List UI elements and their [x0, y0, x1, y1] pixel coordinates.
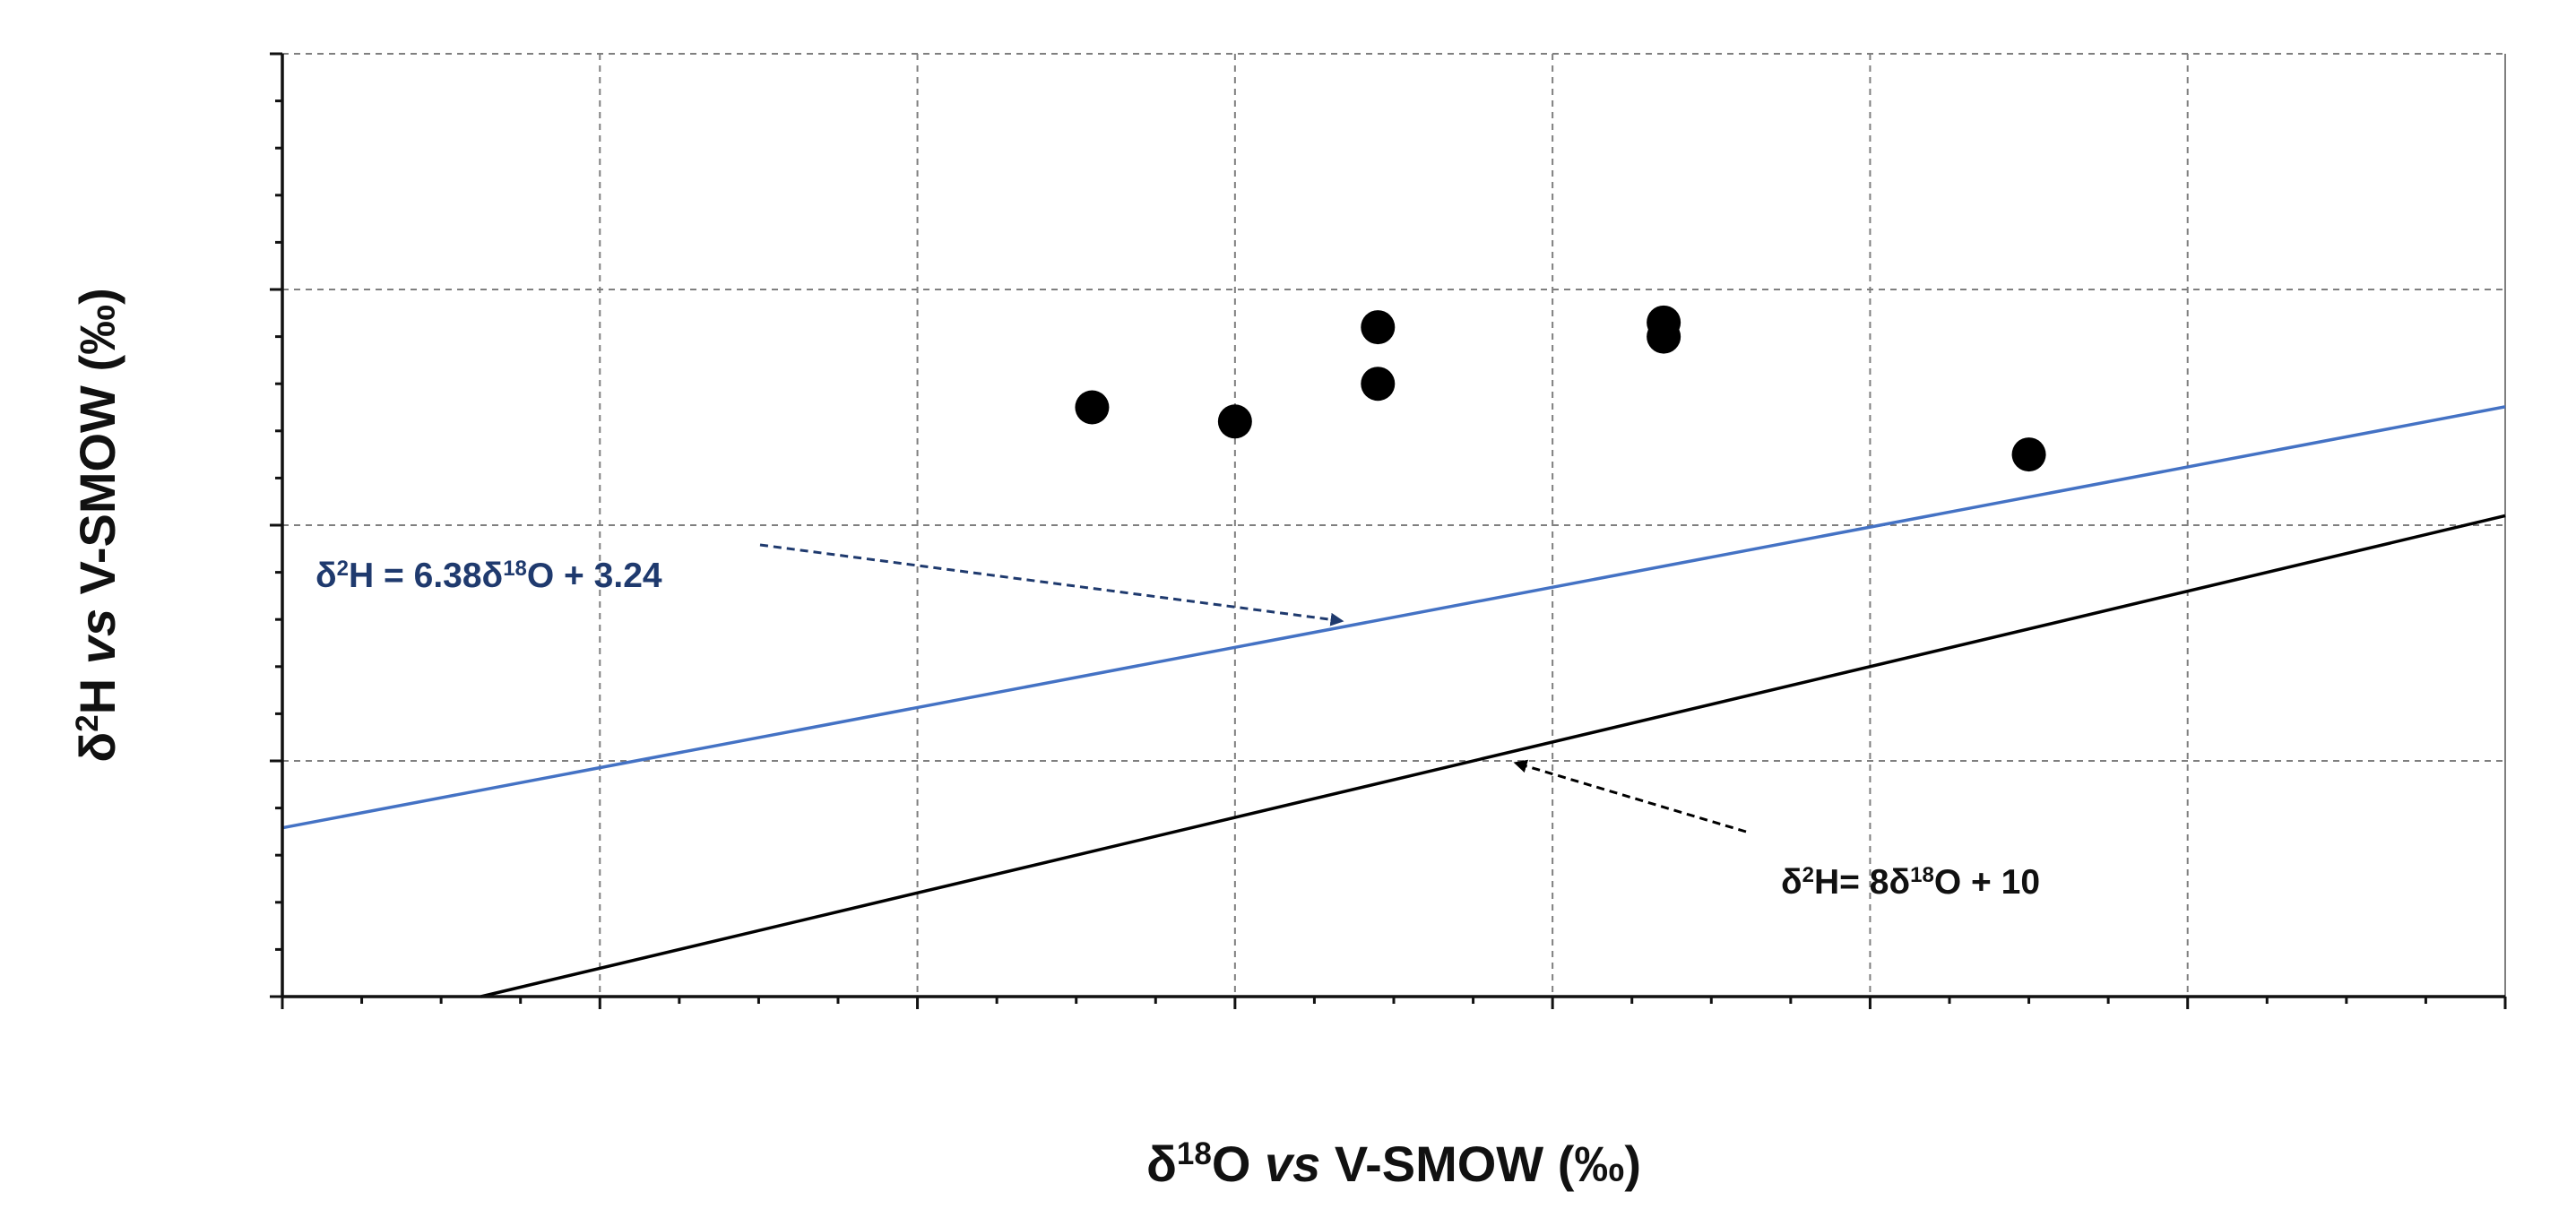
regression-lines	[281, 405, 2506, 998]
portalegre-mwl-equation-part: δ	[316, 557, 337, 595]
x-axis-title: δ18O vs V-SMOW (‰)	[1146, 1136, 1641, 1192]
global-mwl-equation-part: 18	[1910, 863, 1934, 887]
x-axis-title-part: δ	[1146, 1136, 1177, 1192]
portalegre-mwl-equation-part: 18	[503, 557, 527, 581]
point-vitalis-i	[1361, 310, 1396, 345]
portalegre-mwl-equation: δ2H = 6.38δ18O + 3.24	[316, 557, 662, 596]
point-ac22	[2011, 437, 2046, 472]
global-mwl-arrow	[1513, 759, 1747, 833]
x-axis-title-part: vs	[1265, 1136, 1320, 1192]
portalegre-mwl-arrow	[759, 543, 1344, 626]
x-axis-title-part: 18	[1177, 1136, 1212, 1171]
portalegre-mwl-equation-part: H = 6.38δ	[349, 557, 503, 595]
portalegre-mwl-equation-part: 2	[337, 557, 349, 581]
y-axis-title: δ2H vs V-SMOW (‰)	[69, 288, 125, 762]
y-axis-title-part: H	[69, 664, 125, 714]
data-points	[1075, 305, 2046, 472]
global-mwl-line	[480, 514, 2506, 998]
x-axis-title-part: O	[1212, 1136, 1265, 1192]
grid-lines	[282, 53, 2506, 997]
portalegre-mwl-equation-part: O + 3.24	[527, 557, 662, 595]
portalegre-mwl-line	[281, 405, 2506, 830]
y-axis-title-part: V-SMOW (‰)	[69, 288, 125, 609]
axes: δ18O vs V-SMOW (‰)δ2H vs V-SMOW (‰)	[69, 52, 2507, 1192]
y-axis-title-part: δ	[69, 732, 125, 763]
point-vitalis-iii	[1647, 319, 1681, 354]
point-vitalis-v	[1217, 404, 1252, 439]
point-vitalis-vi	[1075, 390, 1110, 425]
global-mwl-equation-part: δ	[1781, 863, 1802, 902]
global-mwl-equation: δ2H= 8δ18O + 10	[1781, 863, 2040, 902]
x-axis-title-part: V-SMOW (‰)	[1320, 1136, 1641, 1192]
global-mwl-equation-part: 2	[1802, 863, 1814, 887]
y-axis-title-part: vs	[69, 609, 125, 664]
y-axis-title-part: 2	[70, 714, 105, 731]
point-vitalis-iv	[1361, 367, 1396, 402]
global-mwl-equation-part: H= 8δ	[1814, 863, 1910, 902]
global-mwl-equation-part: O + 10	[1934, 863, 2040, 902]
